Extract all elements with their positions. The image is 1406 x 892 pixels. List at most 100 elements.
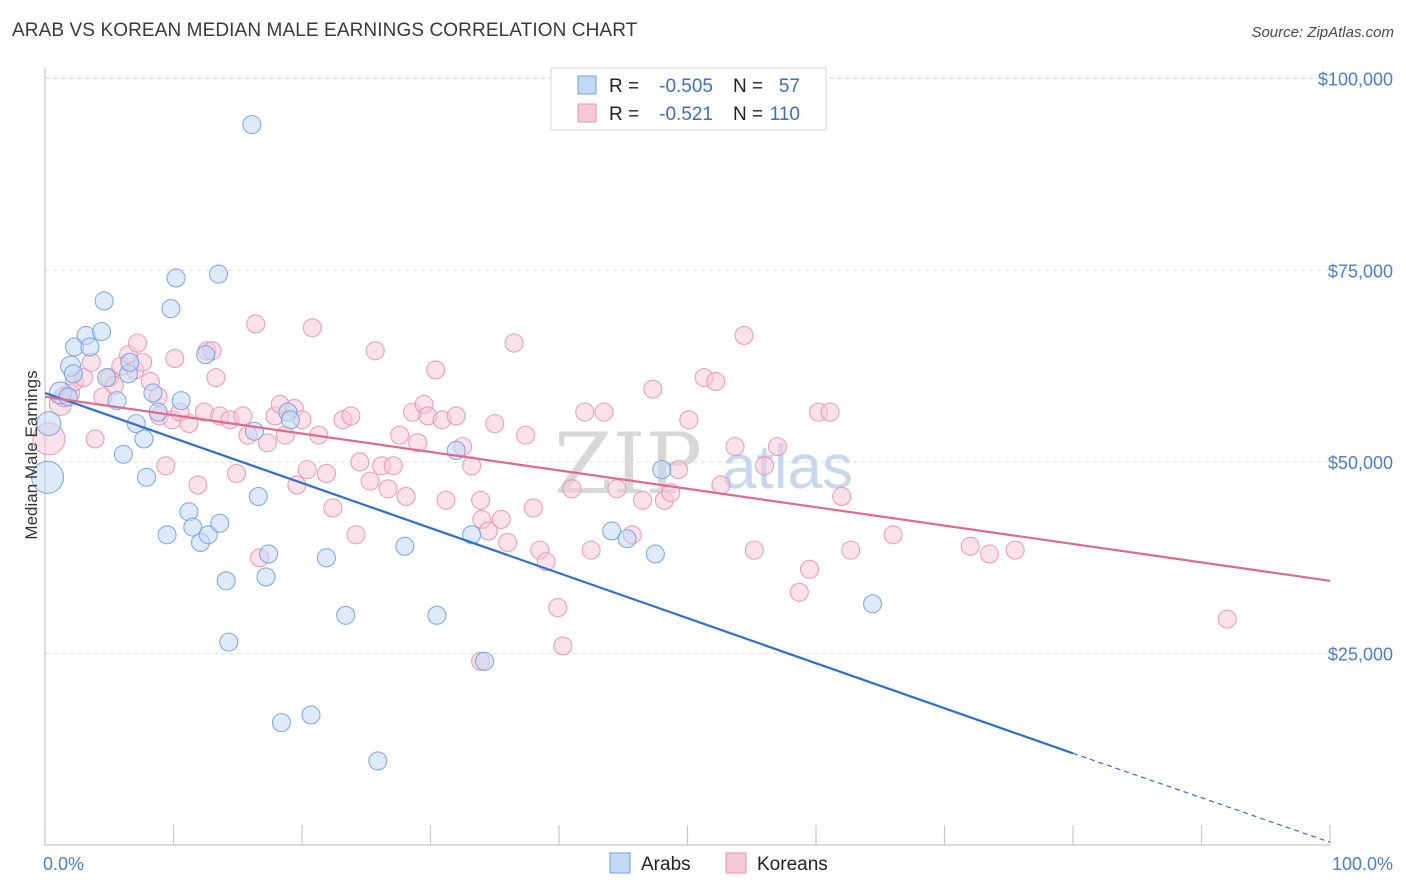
data-point-arabs — [395, 536, 415, 556]
data-point-koreans — [767, 437, 788, 457]
data-point-koreans — [436, 490, 456, 510]
data-point-koreans — [156, 456, 176, 476]
data-point-koreans — [832, 486, 852, 507]
y-tick-label: $50,000 — [1328, 453, 1393, 473]
data-point-koreans — [725, 437, 745, 457]
y-tick-label: $100,000 — [1318, 70, 1393, 90]
legend-r-label-koreans: R = — [609, 104, 639, 125]
data-point-koreans — [446, 406, 466, 426]
data-point-koreans — [341, 406, 361, 426]
data-point-koreans — [562, 479, 582, 499]
data-point-arabs — [248, 486, 268, 507]
grid-lines — [45, 77, 1330, 655]
data-point-arabs — [652, 460, 672, 480]
data-point-koreans — [1217, 609, 1237, 629]
data-point-arabs — [368, 751, 388, 771]
data-point-arabs — [143, 383, 163, 403]
data-point-arabs — [196, 345, 216, 365]
data-point-arabs — [862, 594, 883, 614]
legend-r-value-arabs: -0.505 — [659, 76, 713, 97]
data-point-koreans — [516, 425, 536, 445]
data-point-arabs — [97, 368, 117, 388]
data-point-arabs — [462, 525, 482, 545]
data-point-koreans — [485, 414, 505, 434]
data-point-koreans — [679, 410, 699, 430]
data-point-arabs — [336, 605, 356, 625]
data-point-arabs — [617, 529, 637, 549]
x-tick-label-end: 100.0% — [1332, 854, 1393, 874]
data-point-koreans — [127, 333, 148, 353]
data-point-arabs — [242, 115, 262, 135]
data-point-koreans — [800, 559, 820, 579]
bottom-legend-label-arabs: Arabs — [641, 854, 691, 875]
data-point-koreans — [711, 475, 731, 495]
x-tick-label-start: 0.0% — [43, 854, 84, 874]
trend-line-arabs — [44, 391, 1074, 755]
legend-n-value-koreans: 110 — [770, 104, 800, 125]
data-point-koreans — [632, 490, 653, 510]
legend-swatch-koreans — [577, 103, 597, 123]
data-point-koreans — [548, 598, 568, 618]
data-point-arabs — [602, 521, 622, 541]
data-point-arabs — [31, 460, 65, 494]
data-point-koreans — [188, 475, 208, 495]
data-point-koreans — [323, 498, 343, 518]
data-point-koreans — [426, 360, 446, 380]
data-point-arabs — [219, 632, 239, 652]
legend-r-value-koreans: -0.521 — [659, 104, 713, 125]
bottom-legend-swatch-arabs — [609, 852, 631, 874]
trend-lines — [44, 391, 1331, 843]
data-point-arabs — [161, 299, 181, 319]
data-point-arabs — [316, 548, 336, 568]
data-point-arabs — [256, 567, 276, 587]
data-point-arabs — [136, 467, 157, 487]
data-point-arabs — [301, 705, 321, 725]
data-point-koreans — [504, 333, 524, 353]
data-point-arabs — [36, 411, 62, 437]
data-point-arabs — [645, 544, 665, 564]
y-axis-label: Median Male Earnings — [22, 370, 41, 539]
data-point-koreans — [581, 540, 601, 560]
data-point-arabs — [134, 429, 154, 449]
data-point-koreans — [360, 471, 380, 491]
bottom-legend-label-koreans: Koreans — [757, 854, 828, 875]
data-point-arabs — [113, 444, 133, 464]
data-point-koreans — [383, 456, 403, 476]
data-point-koreans — [350, 452, 370, 472]
data-point-arabs — [171, 391, 191, 411]
data-point-koreans — [390, 425, 410, 445]
y-tick-label: $25,000 — [1328, 645, 1393, 665]
data-point-koreans — [257, 433, 277, 453]
data-point-koreans — [979, 544, 1000, 564]
data-point-koreans — [755, 456, 775, 476]
data-point-koreans — [491, 509, 511, 530]
data-point-koreans — [575, 402, 595, 422]
data-point-arabs — [107, 391, 127, 411]
data-point-koreans — [165, 348, 185, 368]
axes — [44, 68, 1331, 846]
legend-n-label-arabs: N = — [733, 76, 763, 97]
data-point-koreans — [668, 460, 689, 480]
data-point-arabs — [126, 414, 146, 434]
data-point-koreans — [789, 582, 809, 602]
data-point-arabs — [166, 268, 186, 288]
data-points — [31, 115, 1237, 771]
data-point-koreans — [960, 536, 980, 556]
data-point-koreans — [643, 379, 663, 399]
bottom-legend: Arabs Koreans — [609, 852, 828, 875]
data-point-koreans — [594, 402, 614, 422]
data-point-koreans — [378, 479, 398, 499]
legend-swatch-arabs — [577, 75, 597, 95]
data-point-koreans — [523, 498, 543, 518]
data-point-koreans — [744, 540, 764, 560]
data-point-koreans — [297, 460, 317, 480]
legend: R = -0.505 N = 57 R = -0.521 N = 110 — [550, 67, 827, 131]
data-point-arabs — [91, 322, 112, 342]
data-point-koreans — [607, 479, 627, 499]
legend-n-value-arabs: 57 — [779, 76, 800, 97]
data-point-arabs — [198, 525, 218, 545]
data-point-koreans — [883, 525, 903, 545]
data-point-arabs — [210, 513, 230, 533]
data-point-arabs — [120, 352, 140, 372]
